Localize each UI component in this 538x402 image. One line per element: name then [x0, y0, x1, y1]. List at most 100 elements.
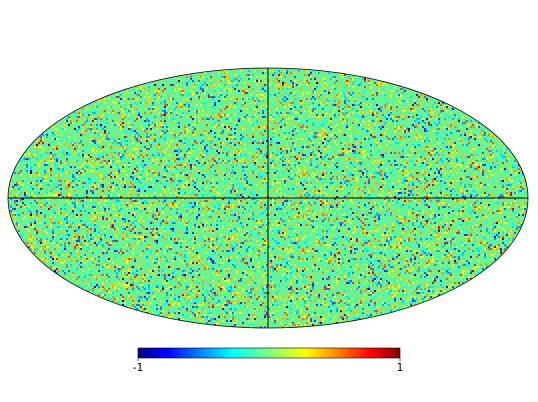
noise-pixel: [438, 200, 440, 202]
noise-pixel: [324, 200, 326, 202]
noise-pixel: [354, 188, 356, 190]
noise-pixel: [202, 188, 204, 190]
noise-pixel: [132, 90, 134, 92]
noise-pixel: [504, 158, 506, 160]
noise-pixel: [128, 102, 130, 104]
noise-pixel: [262, 168, 264, 170]
noise-pixel: [58, 192, 60, 194]
noise-pixel: [222, 76, 224, 78]
noise-pixel: [470, 126, 472, 128]
noise-pixel: [330, 192, 332, 194]
noise-pixel: [354, 158, 356, 160]
noise-pixel: [366, 150, 368, 152]
noise-pixel: [236, 164, 238, 166]
noise-pixel: [348, 172, 350, 174]
noise-pixel: [266, 182, 268, 184]
noise-pixel: [242, 138, 244, 140]
noise-pixel: [246, 176, 248, 178]
noise-pixel: [38, 162, 40, 164]
noise-pixel: [370, 134, 372, 136]
noise-pixel: [272, 202, 274, 204]
noise-pixel: [188, 164, 190, 166]
noise-pixel: [354, 100, 356, 102]
noise-pixel: [292, 118, 294, 120]
noise-pixel: [296, 134, 298, 136]
noise-pixel: [472, 190, 474, 192]
noise-pixel: [84, 154, 86, 156]
noise-pixel: [100, 162, 102, 164]
noise-pixel: [98, 156, 100, 158]
noise-pixel: [442, 160, 444, 162]
noise-pixel: [346, 74, 348, 76]
noise-pixel: [364, 206, 366, 208]
noise-pixel: [506, 148, 508, 150]
noise-pixel: [56, 158, 58, 160]
noise-pixel: [406, 162, 408, 164]
noise-pixel: [316, 198, 318, 200]
noise-pixel: [386, 124, 388, 126]
noise-pixel: [380, 134, 382, 136]
noise-pixel: [242, 98, 244, 100]
noise-pixel: [104, 158, 106, 160]
noise-pixel: [362, 192, 364, 194]
noise-pixel: [84, 168, 86, 170]
noise-pixel: [132, 110, 134, 112]
noise-pixel: [190, 172, 192, 174]
noise-pixel: [336, 204, 338, 206]
noise-pixel: [464, 196, 466, 198]
noise-pixel: [180, 88, 182, 90]
noise-pixel: [176, 206, 178, 208]
noise-pixel: [350, 140, 352, 142]
noise-pixel: [266, 208, 268, 210]
noise-pixel: [504, 194, 506, 196]
noise-pixel: [292, 144, 294, 146]
noise-pixel: [308, 116, 310, 118]
noise-pixel: [244, 82, 246, 84]
noise-pixel: [342, 94, 344, 96]
noise-pixel: [364, 80, 366, 82]
noise-pixel: [134, 154, 136, 156]
noise-pixel: [188, 152, 190, 154]
noise-pixel: [306, 182, 308, 184]
noise-pixel: [316, 100, 318, 102]
noise-pixel: [358, 202, 360, 204]
noise-pixel: [158, 154, 160, 156]
noise-pixel: [122, 126, 124, 128]
noise-pixel: [216, 150, 218, 152]
noise-pixel: [480, 170, 482, 172]
noise-pixel: [496, 164, 498, 166]
noise-pixel: [198, 120, 200, 122]
noise-pixel: [354, 88, 356, 90]
noise-pixel: [398, 126, 400, 128]
noise-pixel: [218, 124, 220, 126]
noise-pixel: [470, 134, 472, 136]
noise-pixel: [78, 194, 80, 196]
noise-pixel: [332, 104, 334, 106]
noise-pixel: [168, 164, 170, 166]
noise-pixel: [118, 126, 120, 128]
noise-pixel: [512, 210, 514, 212]
noise-pixel: [264, 210, 266, 212]
noise-pixel: [74, 200, 76, 202]
noise-pixel: [480, 186, 482, 188]
noise-pixel: [286, 112, 288, 114]
noise-pixel: [242, 184, 244, 186]
noise-pixel: [522, 206, 524, 208]
noise-pixel: [18, 188, 20, 190]
noise-pixel: [426, 194, 428, 196]
noise-pixel: [96, 106, 98, 108]
noise-pixel: [456, 130, 458, 132]
noise-pixel: [370, 188, 372, 190]
noise-pixel: [286, 138, 288, 140]
noise-pixel: [138, 114, 140, 116]
noise-pixel: [376, 172, 378, 174]
noise-pixel: [386, 144, 388, 146]
noise-pixel: [314, 134, 316, 136]
noise-pixel: [212, 210, 214, 212]
noise-pixel: [410, 148, 412, 150]
noise-pixel: [102, 184, 104, 186]
noise-pixel: [254, 108, 256, 110]
noise-pixel: [18, 196, 20, 198]
noise-pixel: [254, 202, 256, 204]
